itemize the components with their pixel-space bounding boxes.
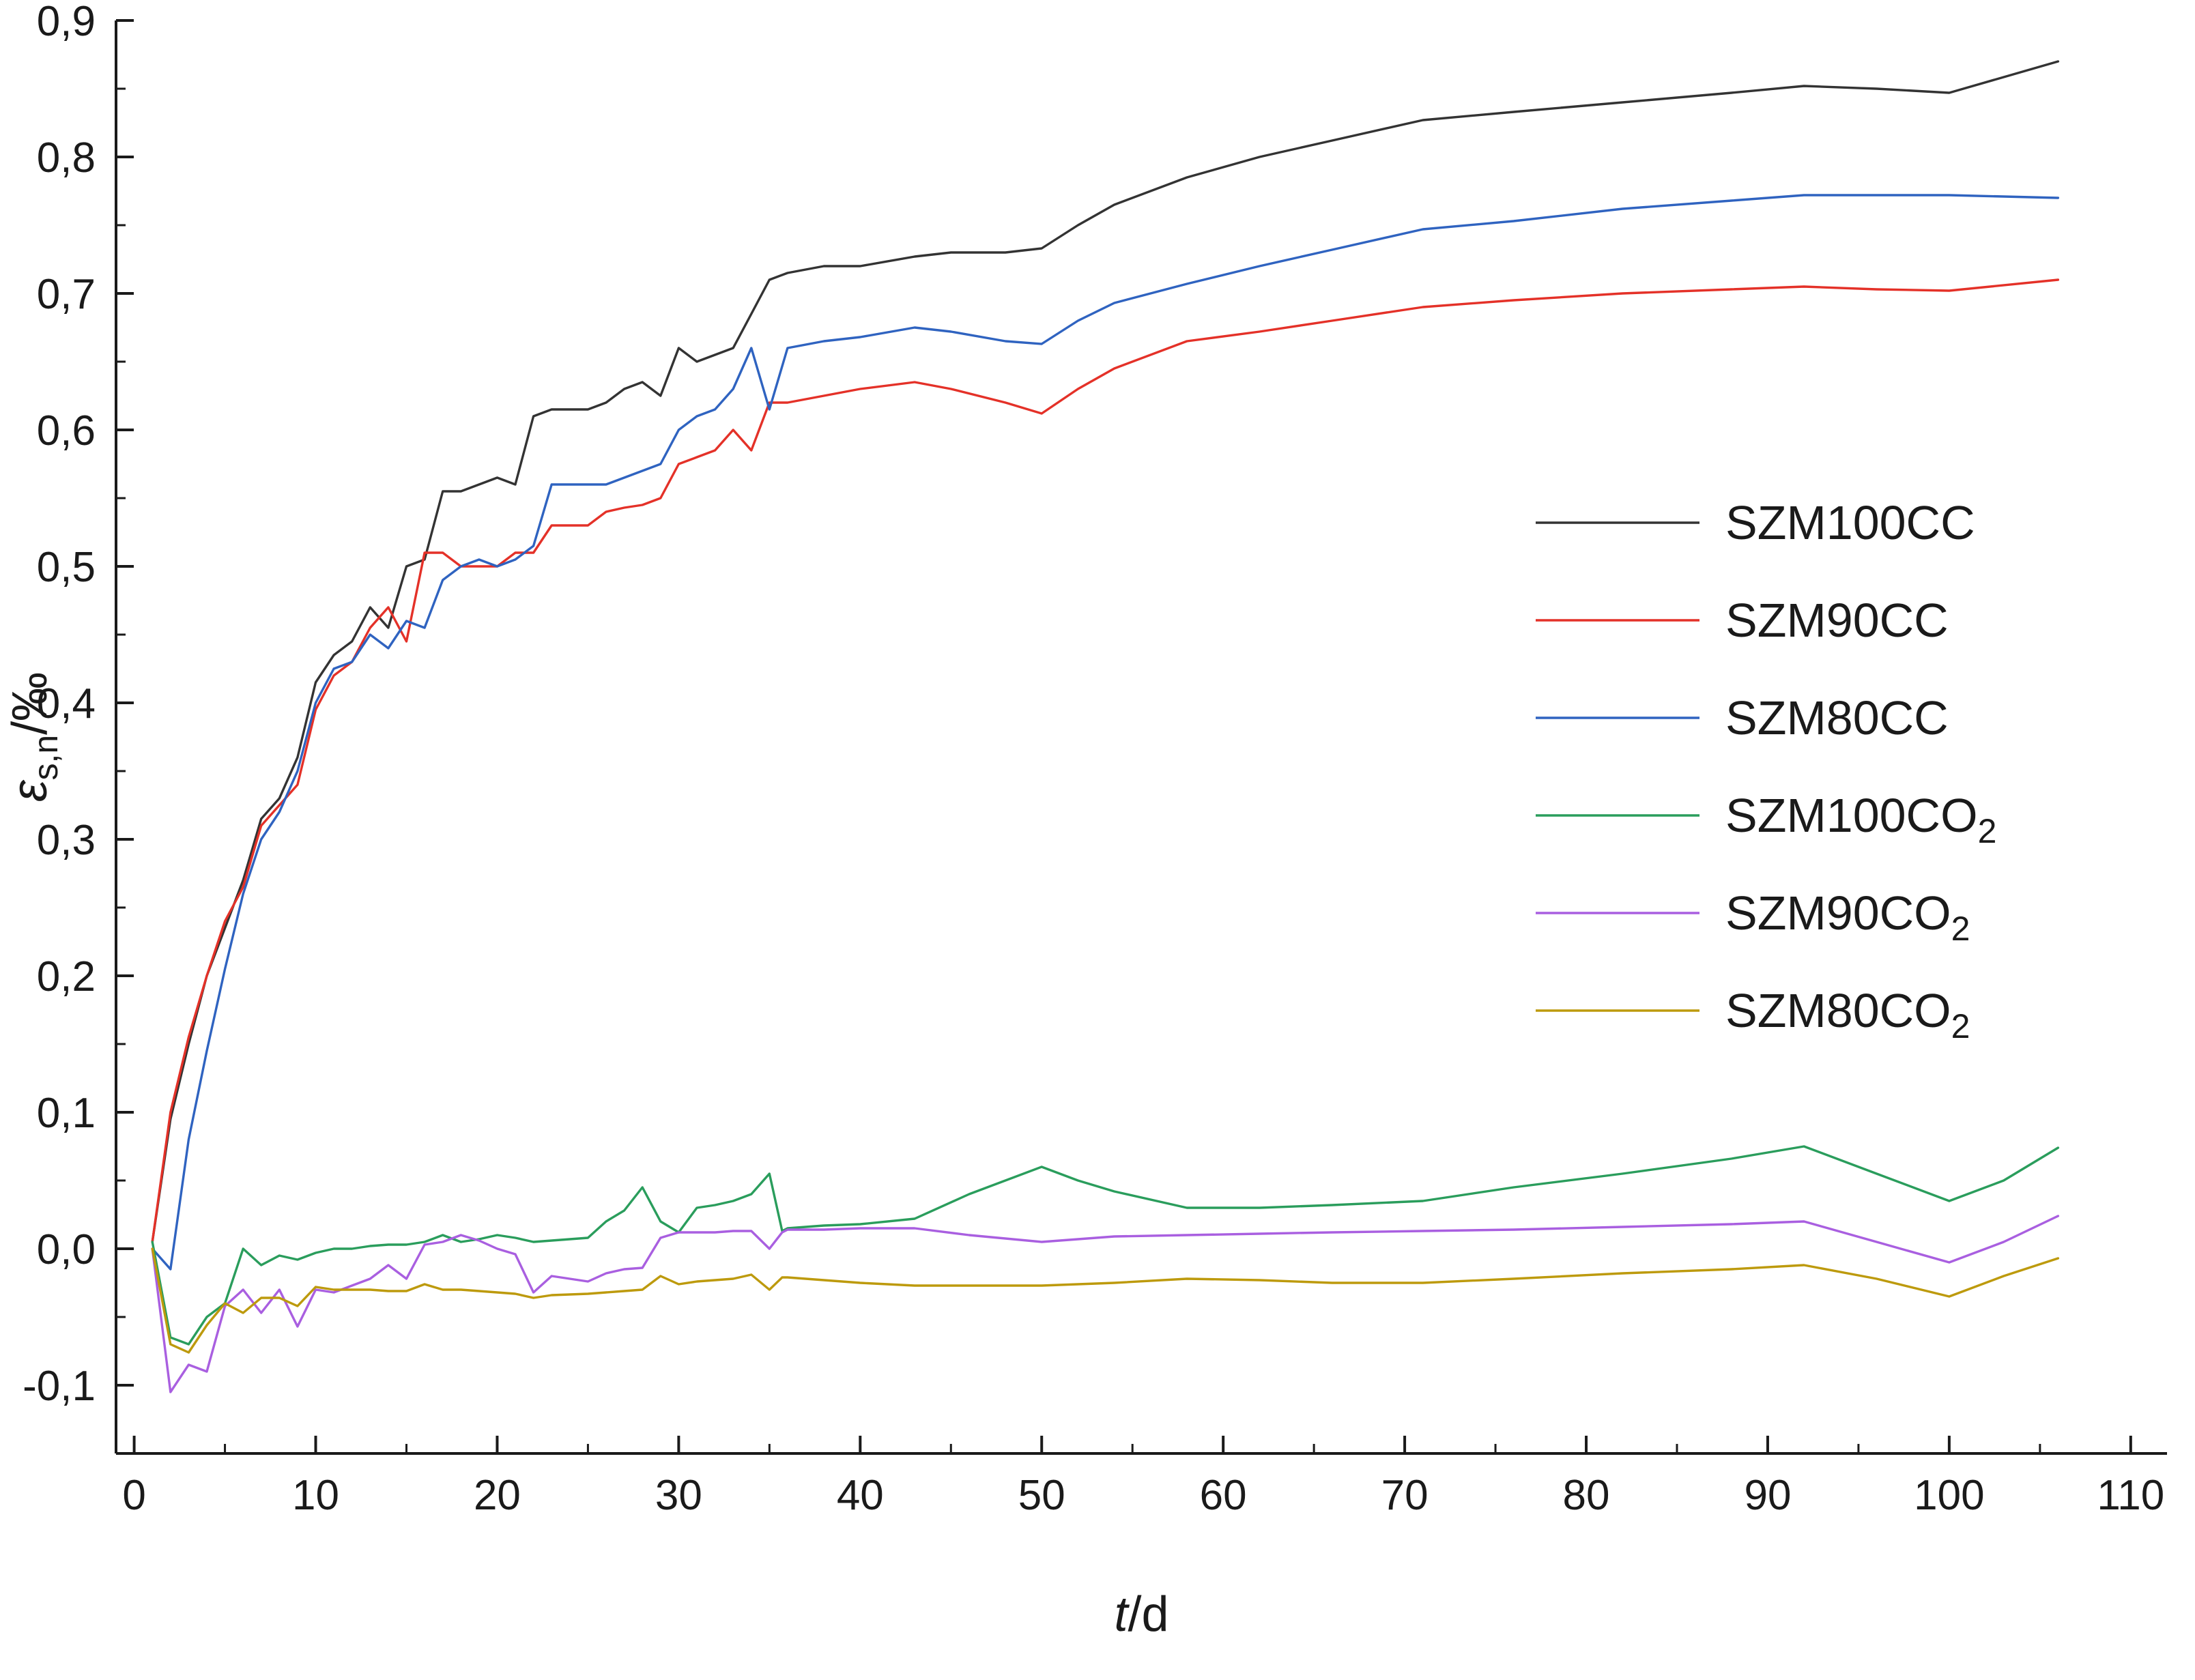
y-tick-label: 0,9 [37,0,96,45]
x-tick-label: 10 [292,1472,339,1519]
y-tick-label: 0,2 [37,953,96,1000]
x-tick-label: 50 [1018,1472,1065,1519]
legend-item-SZM80CC: SZM80CC [1536,691,1949,744]
x-tick-label: 90 [1744,1472,1791,1519]
x-tick-label: 70 [1381,1472,1429,1519]
legend-label-SZM100CO2: SZM100CO2 [1725,789,1996,850]
y-tick-label: 0,3 [37,817,96,864]
y-tick-label: 0,7 [37,271,96,318]
x-tick-label: 40 [837,1472,884,1519]
legend: SZM100CC SZM90CC SZM80CC SZM100CO2 SZM90CO2 S… [1536,496,1996,1045]
legend-label-SZM90CC: SZM90CC [1725,594,1949,647]
x-tick-label: 110 [2097,1472,2164,1519]
x-axis-label: t/d [1114,1587,1168,1642]
y-tick-label: 0,5 [37,544,96,591]
legend-item-SZM100CO2: SZM100CO2 [1536,789,1996,850]
y-tick-label: 0,0 [37,1226,96,1273]
x-tick-label: 20 [474,1472,521,1519]
series-line-SZM100CC [151,60,2060,1243]
legend-item-SZM90CO2: SZM90CO2 [1536,886,1970,948]
x-tick-label: 0 [122,1472,145,1519]
x-tick-label: 60 [1200,1472,1247,1519]
series-line-SZM80CO2 [151,1247,2060,1354]
legend-item-SZM90CC: SZM90CC [1536,594,1949,647]
x-tick-label: 80 [1563,1472,1610,1519]
y-axis-label: εs,n/‰ [3,672,65,802]
x-tick-label: 100 [1914,1472,1984,1519]
legend-label-SZM80CO2: SZM80CO2 [1725,984,1970,1045]
legend-item-SZM100CC: SZM100CC [1536,496,1975,549]
legend-label-SZM80CC: SZM80CC [1725,691,1949,744]
plot-area: 0 10 20 30 40 50 60 70 80 90 100 110 -0,1 0,0 0,1 0,2 0,… [3,0,2167,1642]
legend-label-SZM90CO2: SZM90CO2 [1725,886,1970,948]
legend-item-SZM80CO2: SZM80CO2 [1536,984,1970,1045]
series-line-SZM90CO2 [151,1215,2060,1393]
series-line-SZM80CC [151,194,2060,1271]
y-tick-label: 0,4 [37,680,96,727]
legend-label-SZM100CC: SZM100CC [1725,496,1975,549]
y-tick-label: 0,1 [37,1090,96,1137]
series-line-SZM90CC [151,278,2060,1243]
y-tick-label: 0,6 [37,407,96,454]
y-tick-label: -0,1 [23,1363,96,1410]
y-tick-label: 0,8 [37,134,96,182]
series-line-SZM100CO2 [151,1145,2060,1346]
x-tick-label: 30 [655,1472,702,1519]
